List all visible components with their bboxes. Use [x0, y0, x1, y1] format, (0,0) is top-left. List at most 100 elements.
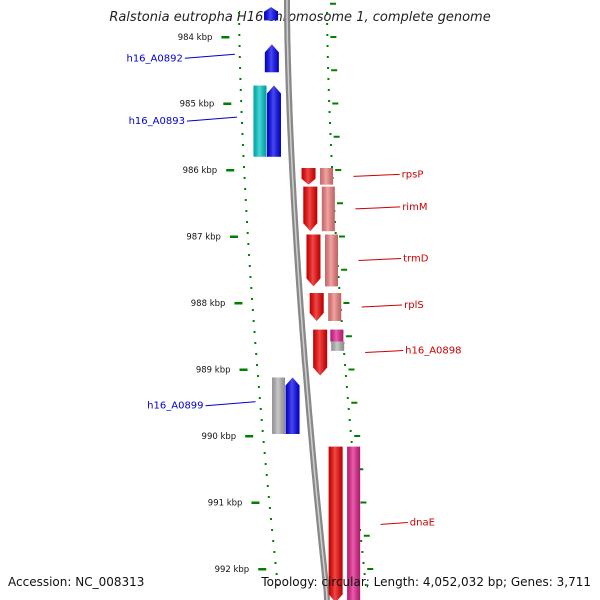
guide-dot — [338, 287, 341, 289]
guide-dot — [269, 518, 272, 520]
minor-tick — [332, 102, 339, 105]
tick-label: 985 kbp — [180, 100, 215, 110]
guide-dot — [327, 78, 330, 80]
guide-dot — [344, 375, 347, 377]
gene-arrow-shade — [313, 329, 328, 376]
tick-label: 984 kbp — [178, 33, 213, 43]
minor-tick — [363, 534, 370, 537]
guide-dot — [258, 397, 261, 399]
guide-dot — [251, 298, 254, 300]
guide-dot — [360, 540, 363, 542]
feature-shade — [328, 293, 342, 321]
guide-dot — [238, 23, 241, 25]
gene-arrow-shade — [264, 7, 279, 21]
guide-dot — [253, 331, 256, 333]
guide-dot — [256, 375, 259, 377]
map-title: Ralstonia eutropha H16 chromosome 1, com… — [109, 10, 491, 25]
tick-mark — [229, 235, 238, 238]
guide-dot — [238, 56, 241, 58]
feature-shade — [330, 329, 344, 342]
guide-dot — [245, 210, 248, 212]
guide-dot — [329, 144, 332, 146]
minor-tick — [341, 268, 348, 271]
guide-dot — [344, 364, 347, 366]
guide-dot — [265, 474, 268, 476]
guide-dot — [264, 463, 267, 465]
guide-dot — [238, 34, 241, 36]
guide-dot — [362, 562, 365, 564]
guide-dot — [334, 232, 337, 234]
gene-label: rpsP — [402, 169, 424, 180]
gene-label: dnaE — [410, 517, 435, 528]
feature-tracks — [253, 85, 361, 600]
guide-dot — [239, 89, 242, 91]
guide-dot — [329, 122, 332, 124]
chromosome-backbone — [284, 0, 330, 600]
dotted-guide-left — [238, 12, 279, 586]
guide-dot — [326, 12, 329, 14]
guide-dot — [263, 452, 266, 454]
guide-dot — [244, 199, 247, 201]
tick-mark — [234, 302, 243, 305]
guide-dot — [254, 342, 257, 344]
label-leader — [365, 350, 404, 354]
guide-dot — [326, 23, 329, 25]
label-leader — [353, 173, 400, 177]
guide-dot — [326, 56, 329, 58]
feature-shade — [347, 446, 361, 600]
guide-dot — [241, 122, 244, 124]
minor-tick — [330, 2, 336, 5]
guide-dot — [328, 111, 331, 113]
guide-dot — [267, 496, 270, 498]
guide-dot — [242, 155, 245, 157]
minor-tick — [343, 302, 350, 304]
guide-dot — [345, 386, 348, 388]
guide-dot — [329, 133, 332, 135]
label-leader — [184, 53, 235, 59]
guide-dot — [256, 364, 259, 366]
label-leader — [205, 401, 256, 407]
minor-tick — [333, 135, 340, 138]
tick-mark — [245, 435, 254, 438]
minor-tick — [351, 401, 358, 404]
minor-tick — [336, 202, 343, 205]
gene-arrow-shade — [264, 44, 279, 73]
guide-dot — [238, 12, 241, 14]
guide-dot — [241, 144, 244, 146]
guide-dot — [350, 441, 353, 443]
guide-dot — [349, 430, 352, 432]
guide-dot — [243, 177, 246, 179]
tick-label: 992 kbp — [215, 565, 250, 575]
feature-shade — [253, 85, 267, 157]
label-leader — [358, 257, 402, 261]
minor-tick — [354, 435, 361, 437]
minor-tick — [338, 235, 345, 238]
feature-shade — [272, 377, 286, 435]
label-leader — [355, 206, 401, 210]
guide-dot — [331, 166, 334, 168]
gene-labels: h16_A0892 h16_A0893 rpsP rimM trmD rplS h16_A0… — [126, 53, 461, 528]
gene-label: h16_A0893 — [129, 116, 185, 127]
guide-dot — [244, 188, 247, 190]
gene-label: rplS — [404, 300, 424, 311]
gene-arrow-shade — [309, 293, 324, 321]
guide-dot — [327, 67, 330, 69]
tick-mark — [223, 102, 232, 105]
guide-dot — [347, 408, 350, 410]
minor-tick — [345, 335, 352, 338]
guide-dot — [247, 243, 250, 245]
label-leader — [380, 521, 408, 525]
guide-dot — [241, 133, 244, 135]
guide-dot — [364, 584, 367, 586]
minor-tick — [335, 169, 342, 171]
label-leader — [361, 304, 403, 308]
guide-dot — [248, 254, 251, 256]
guide-dot — [273, 551, 276, 553]
guide-dot — [255, 353, 258, 355]
guide-dot — [340, 320, 343, 322]
guide-dot — [326, 45, 329, 47]
gene-arrow-shade — [266, 85, 281, 157]
minor-tick — [357, 468, 364, 471]
guide-dot — [343, 353, 346, 355]
